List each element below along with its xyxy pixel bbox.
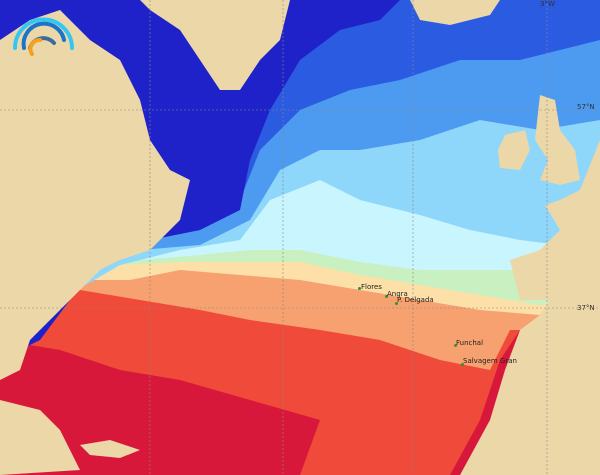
land-europe-africa (460, 140, 600, 475)
place-p-delgada[interactable]: P. Delgada (397, 296, 434, 304)
land-iceland (410, 0, 500, 25)
lat-label-37n: 37°N (577, 304, 595, 312)
land-cuba (80, 440, 140, 458)
place-marker (461, 363, 464, 366)
lat-label-57n: 57°N (577, 103, 595, 111)
place-marker (454, 344, 457, 347)
place-salvagem-gran[interactable]: Salvagem Gran (463, 357, 517, 365)
land-caribbean (0, 400, 80, 475)
place-marker (385, 295, 388, 298)
place-marker (358, 287, 361, 290)
lon-label-3w: 3°W (540, 0, 555, 8)
land-ireland (498, 130, 530, 170)
place-flores[interactable]: Flores (361, 283, 382, 291)
land-north-america (0, 10, 190, 380)
place-marker (395, 302, 398, 305)
land-greenland (140, 0, 290, 90)
rainbow-wave-logo (13, 17, 74, 56)
place-funchal[interactable]: Funchal (456, 339, 484, 347)
land-great-britain (535, 95, 580, 185)
place-angra[interactable]: Angra (387, 290, 408, 298)
